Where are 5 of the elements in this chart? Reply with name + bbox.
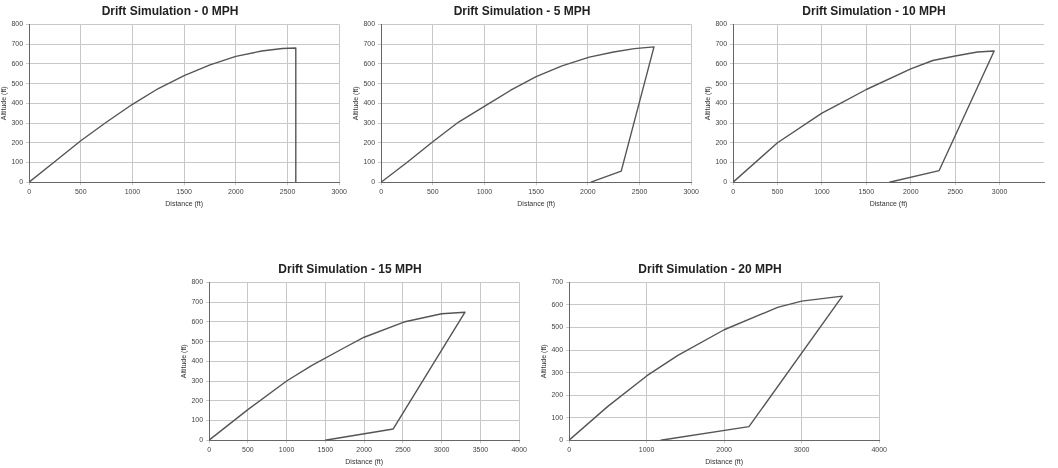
chart-title: Drift Simulation - 10 MPH — [802, 3, 946, 18]
chart-title: Drift Simulation - 15 MPH — [278, 261, 422, 276]
chart-title: Drift Simulation - 0 MPH — [101, 3, 239, 18]
chart-title: Drift Simulation - 5 MPH — [453, 3, 591, 18]
chart-title: Drift Simulation - 20 MPH — [638, 261, 782, 276]
